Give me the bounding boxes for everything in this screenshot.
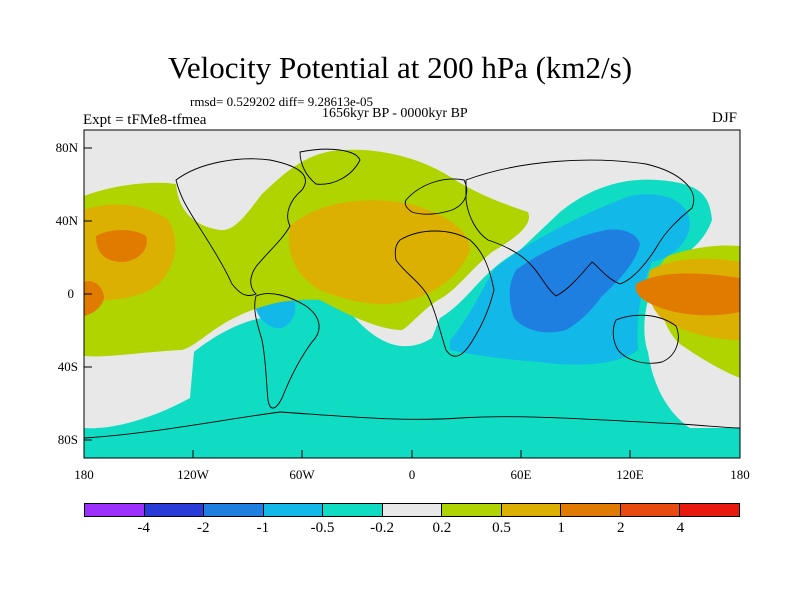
colorbar-segment	[620, 504, 681, 516]
australia-coast	[612, 314, 679, 364]
colorbar-label: 0.5	[492, 520, 511, 536]
chart-title: Velocity Potential at 200 hPa (km2/s)	[167, 50, 633, 85]
colorbar-label: 1	[557, 520, 565, 536]
lat-tick-40s: 40S	[58, 359, 78, 374]
colorbar-label: 2	[616, 520, 625, 536]
east-pacific-core	[635, 273, 740, 316]
colorbar-segment	[144, 504, 205, 516]
asia-coast	[465, 159, 695, 297]
lon-tick-0: 0	[409, 467, 416, 482]
europe-coast	[404, 178, 468, 215]
lat-tick-80s: 80S	[58, 432, 78, 447]
lat-tick-80n: 80N	[56, 140, 79, 155]
north-america-coast	[175, 158, 306, 296]
left-edge-orange	[84, 280, 104, 316]
lon-tick-60e: 60E	[511, 467, 532, 482]
lon-tick-120e: 120E	[616, 467, 644, 482]
colorbar-label: 4	[676, 520, 685, 536]
lon-tick-180e: 180	[730, 467, 750, 482]
south-america-coast	[254, 293, 320, 409]
colorbar-label: -4	[137, 520, 150, 536]
colorbar-label: -1	[256, 520, 270, 536]
colorbar-segment	[85, 504, 145, 516]
colorbar	[84, 503, 740, 517]
colorbar-segment	[263, 504, 324, 516]
coastlines	[84, 148, 740, 439]
colorbar-label: 0.2	[432, 520, 452, 536]
stats-label: rmsd= 0.529202 diff= 9.28613e-05	[190, 94, 374, 109]
colorbar-segment	[204, 504, 264, 516]
pacific-core	[96, 230, 147, 262]
experiment-label: Expt = tFMe8-tfmea	[83, 112, 207, 128]
colorbar-label: -2	[197, 520, 210, 536]
season-label: DJF	[712, 110, 738, 126]
africa-coast	[394, 230, 495, 357]
lon-tick-120w: 120W	[177, 467, 210, 482]
period-label: 1656kyr BP - 0000kyr BP	[322, 106, 468, 121]
colorbar-label: -0.5	[310, 520, 335, 536]
lat-tick-40n: 40N	[56, 213, 79, 228]
colorbar-segment	[501, 504, 562, 516]
greenland-coast	[299, 148, 361, 185]
contour-fields	[84, 130, 740, 458]
axis-ticks	[83, 147, 741, 458]
antarctica-coast	[84, 411, 740, 439]
lon-tick-60w: 60W	[289, 467, 315, 482]
atlantic-positive-orange	[289, 200, 470, 305]
colorbar-segment	[442, 504, 502, 516]
colorbar-label: -0.2	[370, 520, 395, 536]
colorbar-segment	[382, 504, 443, 516]
lat-tick-0: 0	[68, 286, 75, 301]
colorbar-segment	[680, 504, 740, 516]
colorbar-segment	[561, 504, 621, 516]
colorbar-segment	[323, 504, 383, 516]
lon-tick-180w: 180	[74, 467, 94, 482]
